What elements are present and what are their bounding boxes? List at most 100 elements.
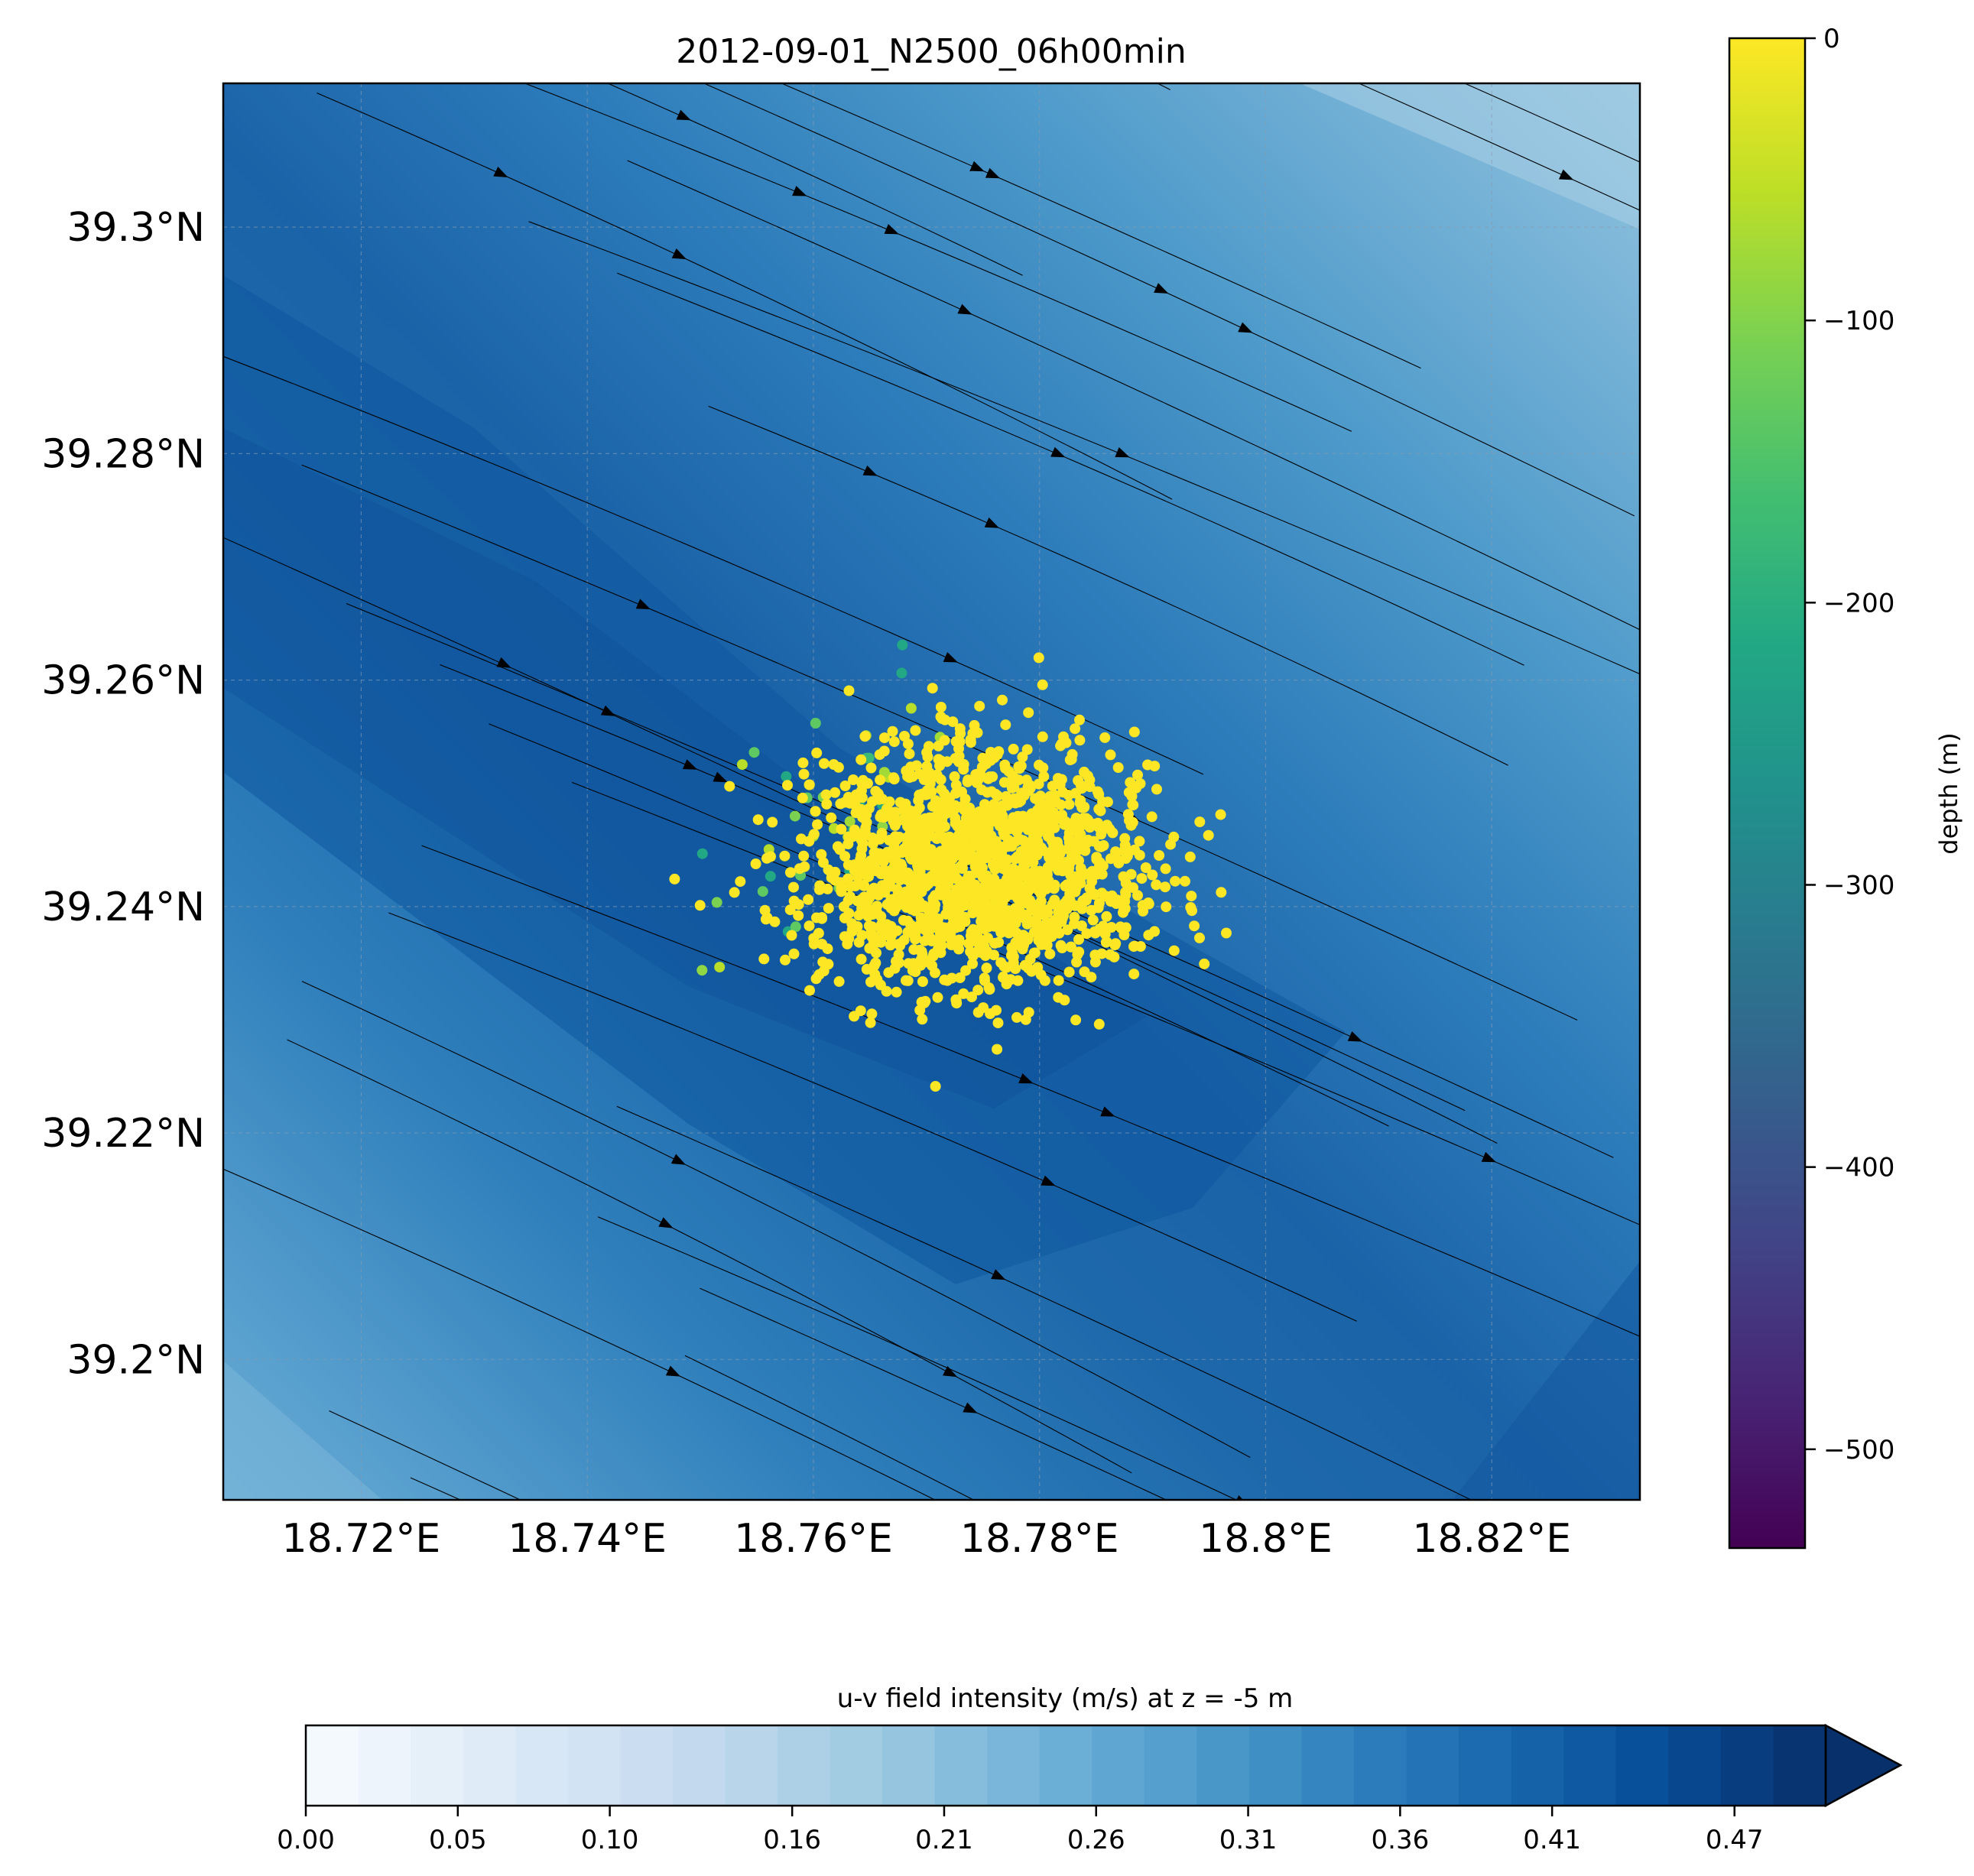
particle-point [736, 759, 748, 771]
particle-point [933, 943, 944, 955]
particle-point [902, 738, 914, 750]
particle-point [863, 803, 875, 814]
particle-point [765, 871, 776, 882]
particle-point [1099, 732, 1111, 743]
particle-point [997, 694, 1008, 706]
particle-point [990, 788, 1002, 800]
streamline-arrow [969, 161, 985, 172]
particle-point [843, 791, 854, 803]
streamline-arrow [862, 465, 878, 476]
particle-point [1006, 942, 1018, 953]
particle-point [942, 896, 953, 907]
particle-point [985, 747, 996, 758]
particle-point [917, 976, 928, 987]
speed-colorbar-band [1248, 1725, 1303, 1806]
particle-point [849, 881, 861, 891]
particle-point [914, 827, 926, 839]
particle-point [1010, 917, 1021, 929]
streamline-arrow [1041, 1175, 1056, 1186]
particle-point [808, 933, 820, 944]
x-tick-label: 18.76°E [734, 1516, 893, 1562]
particle-point [1086, 972, 1097, 983]
particle-point [859, 880, 870, 891]
streamlines [223, 83, 1640, 1619]
particle-point [969, 719, 980, 731]
particle-point [1089, 889, 1100, 901]
particle-point [828, 759, 839, 770]
streamline [617, 272, 1524, 666]
particle-point [1037, 762, 1049, 774]
particle-point [839, 781, 851, 791]
particle-point [875, 868, 887, 880]
x-tick-label: 18.82°E [1412, 1516, 1571, 1562]
particle-point [1010, 963, 1021, 975]
particle-point [1128, 726, 1140, 738]
particle-point [947, 853, 959, 865]
particle-point [1161, 901, 1172, 913]
particle-point [981, 758, 992, 769]
streamline [684, 1355, 975, 1500]
particle-point [1087, 914, 1099, 926]
particle-point [894, 938, 906, 949]
particle-point [881, 985, 892, 997]
particle-point [859, 731, 871, 742]
streamline-arrow [943, 652, 958, 663]
particle-point [954, 828, 966, 839]
particle-point [971, 777, 982, 788]
particle-point [947, 912, 959, 923]
particle-point [1168, 945, 1180, 956]
particle-point [885, 834, 896, 845]
particle-point [939, 735, 950, 746]
streamline-arrow [1179, 1603, 1196, 1619]
particle-point [811, 747, 823, 758]
speed-colorbar-band [358, 1725, 411, 1806]
particle-point [1180, 875, 1190, 887]
particle-point [1120, 853, 1131, 864]
particle-point [804, 920, 815, 932]
particle-point [849, 860, 860, 871]
particle-point [1074, 714, 1085, 725]
particle-point [849, 824, 860, 836]
particle-point [939, 788, 950, 800]
streamline-arrow [1558, 169, 1574, 180]
particle-point [919, 873, 930, 884]
particle-point [911, 805, 923, 816]
streamline-arrow [665, 1365, 681, 1377]
particle-point [949, 867, 959, 878]
particle-point [1104, 823, 1115, 835]
particle-point [920, 995, 931, 1007]
particle-point [955, 728, 966, 739]
particle-point [1199, 958, 1210, 969]
particle-point [878, 745, 890, 757]
particle-point [1032, 879, 1044, 891]
speed-colorbar-band [830, 1725, 883, 1806]
particle-point [1023, 962, 1034, 974]
particle-point [944, 932, 956, 943]
particle-point [1093, 817, 1103, 829]
depth-tick-label: −300 [1823, 870, 1894, 901]
particle-point [790, 921, 801, 933]
particle-point [1042, 922, 1054, 933]
particle-point [1093, 897, 1105, 909]
streamline [708, 405, 1508, 766]
particle-point [1037, 731, 1048, 742]
particle-point [1028, 833, 1039, 845]
particle-point [1099, 928, 1111, 940]
particle-point [1074, 735, 1086, 746]
particle-point [714, 962, 726, 973]
particle-point [833, 975, 845, 987]
particle-scatter [669, 639, 1232, 1092]
particle-point [1069, 911, 1080, 923]
particle-point [918, 774, 930, 785]
particle-point [1093, 1018, 1105, 1030]
particle-point [1024, 783, 1036, 794]
particle-point [901, 975, 911, 986]
particle-point [926, 786, 937, 797]
particle-point [849, 1011, 860, 1022]
depth-colorbar-gradient [1728, 37, 1807, 1550]
particle-point [981, 962, 992, 974]
particle-point [870, 957, 881, 969]
particle-point [1221, 927, 1232, 939]
particle-point [965, 737, 976, 748]
particle-point [977, 836, 989, 847]
